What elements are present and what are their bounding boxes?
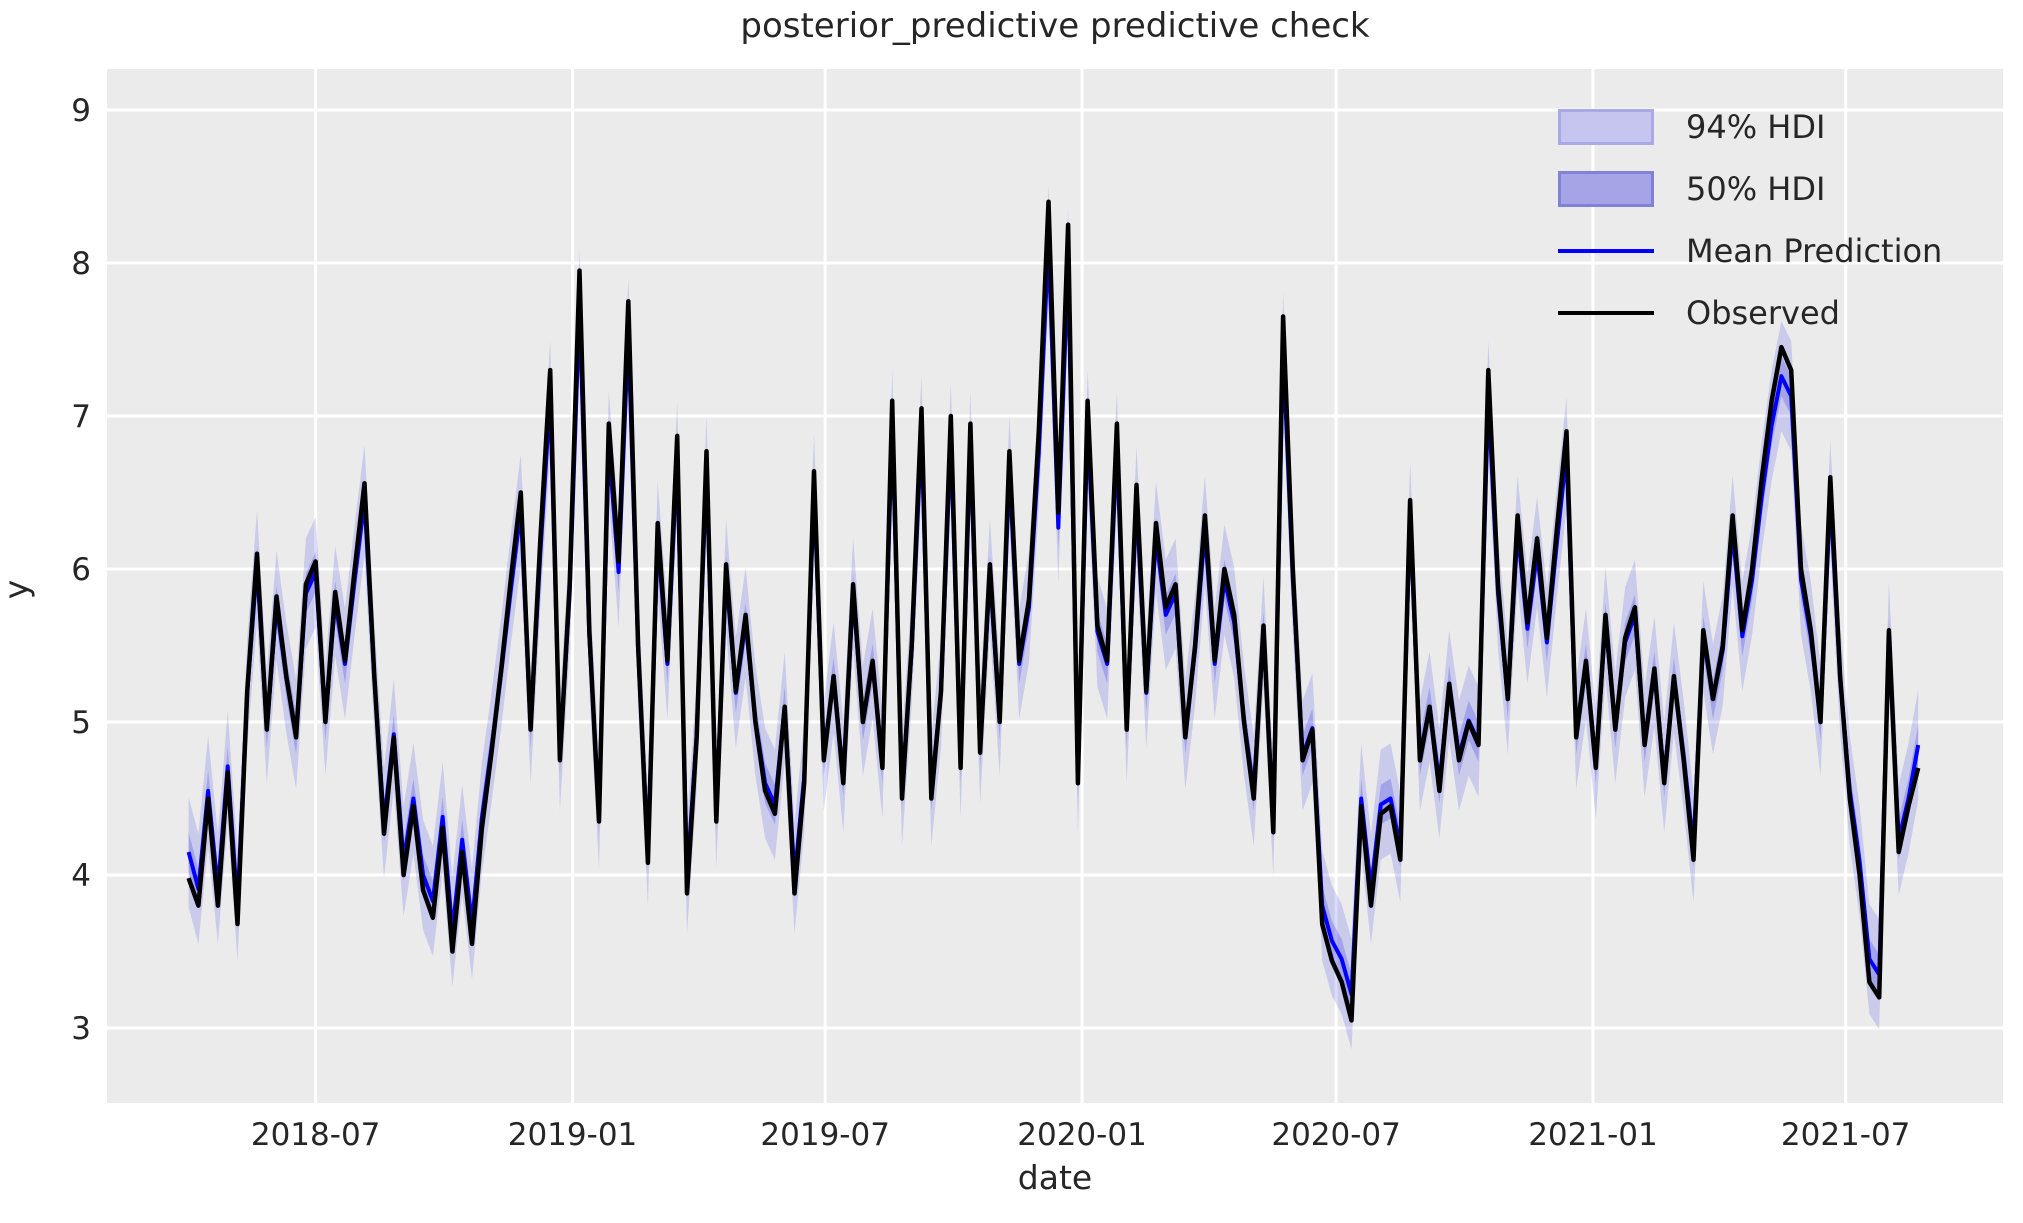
mean-line-swatch [1558, 249, 1654, 253]
legend-label: 50% HDI [1686, 170, 1826, 208]
x-axis-label: date [1017, 1158, 1093, 1197]
legend-item-hdi50: 50% HDI [1558, 158, 1942, 220]
observed-line [186, 199, 1921, 1023]
legend-item-observed: Observed [1558, 282, 1942, 344]
x-tick-label: 2020-07 [1271, 1117, 1401, 1153]
x-tick-label: 2018-07 [251, 1117, 381, 1153]
legend: 94% HDI 50% HDI Mean Prediction Observed [1558, 96, 1942, 344]
chart-title: posterior_predictive predictive check [740, 6, 1370, 46]
y-tick-label: 6 [71, 552, 91, 588]
hdi50-swatch [1558, 171, 1654, 207]
legend-item-mean: Mean Prediction [1558, 220, 1942, 282]
y-tick-label: 5 [71, 705, 91, 741]
hdi94-swatch [1558, 109, 1654, 145]
observed-line-swatch [1558, 311, 1654, 315]
x-tick-label: 2019-07 [760, 1117, 890, 1153]
legend-label: 94% HDI [1686, 108, 1826, 146]
legend-item-hdi94: 94% HDI [1558, 96, 1942, 158]
y-tick-label: 3 [71, 1011, 91, 1047]
x-tick-label: 2021-07 [1781, 1117, 1911, 1153]
y-tick-label: 9 [71, 93, 91, 129]
x-tick-label: 2020-01 [1017, 1117, 1147, 1153]
legend-label: Mean Prediction [1686, 232, 1943, 270]
y-axis-label: y [0, 579, 36, 600]
legend-label: Observed [1686, 294, 1840, 332]
x-tick-label: 2021-01 [1528, 1117, 1658, 1153]
x-tick-label: 2019-01 [508, 1117, 638, 1153]
y-tick-label: 8 [71, 246, 91, 282]
y-tick-label: 7 [71, 399, 91, 435]
plot-area [107, 69, 2003, 1103]
y-tick-label: 4 [71, 858, 91, 894]
